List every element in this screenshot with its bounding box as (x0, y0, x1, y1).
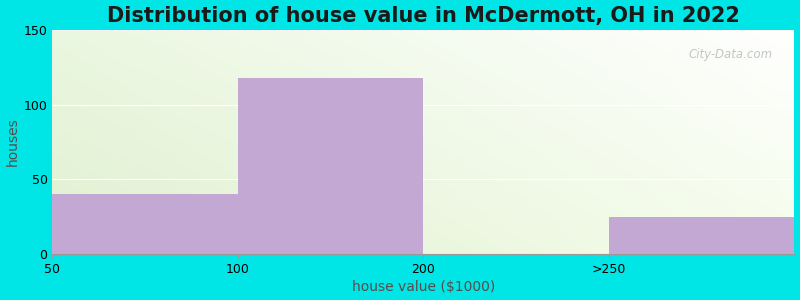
Bar (609, 217, 794, 254)
Title: Distribution of house value in McDermott, OH in 2022: Distribution of house value in McDermott… (107, 6, 740, 26)
Y-axis label: houses: houses (6, 118, 19, 167)
Bar (238, 78, 423, 254)
X-axis label: house value ($1000): house value ($1000) (352, 280, 495, 294)
Text: City-Data.com: City-Data.com (688, 48, 772, 61)
Bar (53, 194, 238, 254)
